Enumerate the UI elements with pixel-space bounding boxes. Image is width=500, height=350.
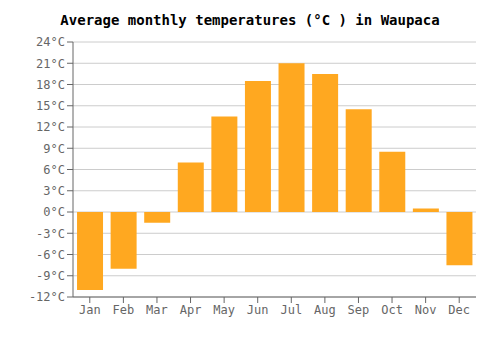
svg-text:Mar: Mar — [146, 303, 168, 317]
svg-text:9°C: 9°C — [43, 142, 65, 156]
svg-text:12°C: 12°C — [36, 120, 65, 134]
svg-text:Sep: Sep — [348, 303, 370, 317]
svg-text:-12°C: -12°C — [29, 290, 65, 304]
svg-text:Apr: Apr — [180, 303, 202, 317]
svg-text:-6°C: -6°C — [36, 248, 65, 262]
svg-text:Dec: Dec — [448, 303, 470, 317]
svg-text:15°C: 15°C — [36, 99, 65, 113]
svg-text:6°C: 6°C — [43, 163, 65, 177]
svg-text:-9°C: -9°C — [36, 269, 65, 283]
svg-text:Oct: Oct — [381, 303, 403, 317]
svg-text:21°C: 21°C — [36, 57, 65, 71]
svg-text:May: May — [213, 303, 235, 317]
svg-text:-3°C: -3°C — [36, 227, 65, 241]
svg-text:Nov: Nov — [415, 303, 437, 317]
svg-text:Feb: Feb — [113, 303, 135, 317]
svg-text:Jun: Jun — [247, 303, 269, 317]
svg-text:24°C: 24°C — [36, 35, 65, 49]
svg-text:Jan: Jan — [79, 303, 101, 317]
svg-text:Aug: Aug — [314, 303, 336, 317]
svg-text:0°C: 0°C — [43, 205, 65, 219]
svg-text:3°C: 3°C — [43, 184, 65, 198]
svg-text:Jul: Jul — [280, 303, 302, 317]
html-text:Average monthly temperatures (: Average monthly temperatures (°C ) in Wa… — [60, 12, 440, 28]
svg-text:18°C: 18°C — [36, 78, 65, 92]
